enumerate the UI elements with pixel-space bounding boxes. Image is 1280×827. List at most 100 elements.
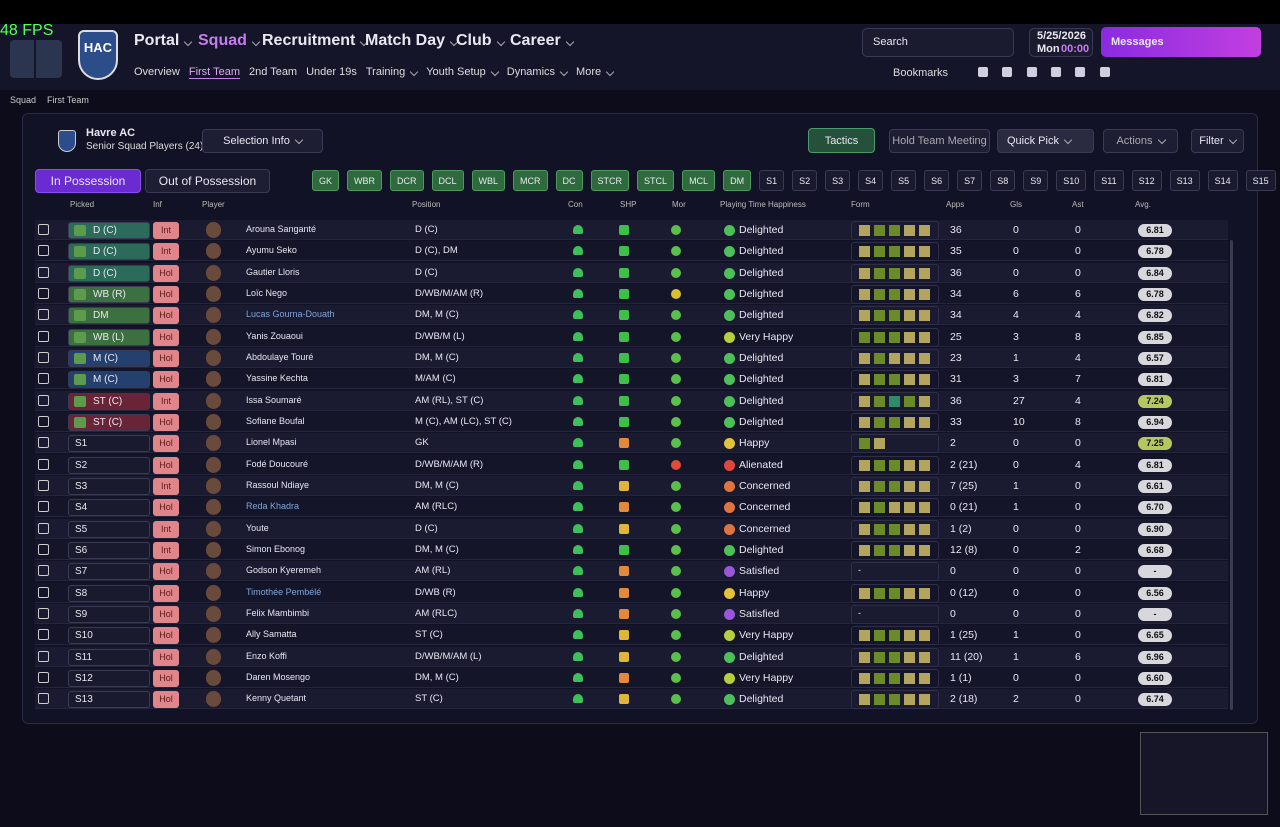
- player-name[interactable]: Abdoulaye Touré: [246, 351, 314, 362]
- player-name[interactable]: Sofiane Boufal: [246, 415, 305, 426]
- picked-select[interactable]: S2: [68, 456, 150, 474]
- header-icon[interactable]: [978, 67, 988, 77]
- position-button[interactable]: S6: [924, 170, 950, 191]
- picked-select[interactable]: S10: [68, 627, 150, 645]
- position-button[interactable]: STCL: [637, 170, 675, 191]
- player-name[interactable]: Ally Samatta: [246, 629, 297, 640]
- column-header[interactable]: Picked: [70, 200, 95, 209]
- tactics-button[interactable]: Tactics: [808, 128, 875, 153]
- checkbox[interactable]: [38, 245, 49, 257]
- tab[interactable]: Out of Possession: [145, 169, 270, 193]
- sub-nav-item[interactable]: Youth Setup: [426, 66, 499, 79]
- main-nav-item[interactable]: Portal: [134, 32, 193, 50]
- checkbox[interactable]: [38, 351, 49, 363]
- player-name[interactable]: Gautier Lloris: [246, 266, 300, 277]
- player-name[interactable]: Issa Soumaré: [246, 394, 302, 405]
- player-name[interactable]: Lucas Gourna-Douath: [246, 309, 335, 320]
- checkbox[interactable]: [38, 373, 49, 385]
- breadcrumb-0[interactable]: Squad: [10, 95, 37, 105]
- main-nav-item[interactable]: Squad: [198, 32, 261, 50]
- sub-nav-item[interactable]: More: [576, 66, 615, 79]
- filter-button[interactable]: Filter: [1191, 129, 1244, 153]
- player-name[interactable]: Simon Ebonog: [246, 543, 306, 554]
- checkbox[interactable]: [38, 607, 49, 619]
- breadcrumb-1[interactable]: First Team: [47, 95, 89, 105]
- player-name[interactable]: Lionel Mpasi: [246, 437, 297, 448]
- checkbox[interactable]: [38, 522, 49, 534]
- main-nav-item[interactable]: Recruitment: [262, 32, 369, 50]
- position-button[interactable]: DCL: [431, 170, 464, 191]
- position-button[interactable]: S1: [759, 170, 785, 191]
- checkbox[interactable]: [38, 394, 49, 406]
- actions-button[interactable]: Actions: [1103, 129, 1178, 153]
- picked-select[interactable]: M (C): [68, 349, 150, 367]
- hold-meeting-button[interactable]: Hold Team Meeting: [889, 129, 990, 153]
- search-button[interactable]: Search: [873, 36, 908, 48]
- player-name[interactable]: Reda Khadra: [246, 501, 300, 512]
- picked-select[interactable]: ST (C): [68, 413, 150, 431]
- picked-select[interactable]: S11: [68, 648, 150, 666]
- player-name[interactable]: Yanis Zouaoui: [246, 330, 303, 341]
- position-button[interactable]: DC: [555, 170, 583, 191]
- player-name[interactable]: Daren Mosengo: [246, 671, 311, 682]
- checkbox[interactable]: [38, 543, 49, 555]
- picked-select[interactable]: S7: [68, 563, 150, 581]
- main-nav-item[interactable]: Career: [510, 32, 574, 50]
- column-header[interactable]: Position: [412, 200, 441, 209]
- checkbox[interactable]: [38, 586, 49, 598]
- picked-select[interactable]: DM: [68, 307, 150, 325]
- back-button[interactable]: [10, 40, 34, 78]
- sub-nav-item[interactable]: Training: [366, 66, 419, 79]
- picked-select[interactable]: S12: [68, 669, 150, 687]
- checkbox[interactable]: [38, 650, 49, 662]
- checkbox[interactable]: [38, 415, 49, 427]
- checkbox[interactable]: [38, 671, 49, 683]
- checkbox[interactable]: [38, 266, 49, 278]
- picked-select[interactable]: S3: [68, 477, 150, 495]
- position-button[interactable]: S3: [825, 170, 851, 191]
- position-button[interactable]: S12: [1131, 170, 1162, 191]
- column-header[interactable]: SHP: [620, 200, 637, 209]
- column-header[interactable]: Mor: [672, 200, 686, 209]
- player-name[interactable]: Kenny Quetant: [246, 693, 307, 704]
- checkbox[interactable]: [38, 330, 49, 342]
- selection-info[interactable]: Selection Info: [202, 129, 323, 153]
- position-button[interactable]: MCL: [682, 170, 716, 191]
- header-icon[interactable]: [1002, 67, 1012, 77]
- player-name[interactable]: Felix Mambimbi: [246, 607, 310, 618]
- position-button[interactable]: MCR: [513, 170, 548, 191]
- player-name[interactable]: Timothée Pembélé: [246, 586, 322, 597]
- position-button[interactable]: S11: [1094, 170, 1124, 191]
- checkbox[interactable]: [38, 309, 49, 321]
- picked-select[interactable]: WB (L): [68, 328, 150, 346]
- checkbox[interactable]: [38, 565, 49, 577]
- header-icon[interactable]: [1051, 67, 1061, 77]
- player-name[interactable]: Rassoul Ndiaye: [246, 479, 310, 490]
- sub-nav-item[interactable]: Dynamics: [507, 66, 569, 79]
- column-header[interactable]: Con: [568, 200, 583, 209]
- main-nav-item[interactable]: Club: [456, 32, 505, 50]
- position-button[interactable]: WBR: [347, 170, 383, 191]
- picked-select[interactable]: S6: [68, 541, 150, 559]
- sub-nav-item[interactable]: First Team: [188, 66, 240, 79]
- position-button[interactable]: S8: [990, 170, 1016, 191]
- position-button[interactable]: S5: [891, 170, 917, 191]
- sub-nav-item[interactable]: Overview: [134, 66, 180, 78]
- picked-select[interactable]: ST (C): [68, 392, 150, 410]
- column-header[interactable]: Gls: [1010, 200, 1022, 209]
- column-header[interactable]: Player: [202, 200, 225, 209]
- position-button[interactable]: S14: [1207, 170, 1238, 191]
- position-button[interactable]: DCR: [390, 170, 424, 191]
- picked-select[interactable]: D (C): [68, 222, 150, 239]
- picked-select[interactable]: D (C): [68, 264, 150, 282]
- position-button[interactable]: S4: [858, 170, 884, 191]
- picked-select[interactable]: D (C): [68, 243, 150, 261]
- quick-pick-button[interactable]: Quick Pick: [997, 129, 1094, 153]
- picked-select[interactable]: M (C): [68, 371, 150, 389]
- player-name[interactable]: Ayumu Seko: [246, 245, 297, 256]
- sub-nav-item[interactable]: Under 19s: [306, 66, 357, 78]
- player-name[interactable]: Arouna Sanganté: [246, 224, 317, 234]
- position-button[interactable]: WBL: [471, 170, 506, 191]
- messages-button[interactable]: Messages: [1101, 27, 1261, 57]
- position-button[interactable]: S10: [1056, 170, 1087, 191]
